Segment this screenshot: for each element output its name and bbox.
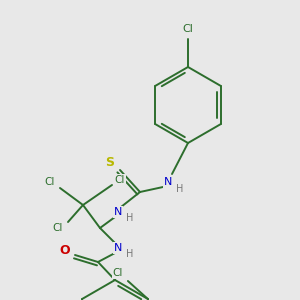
Text: Cl: Cl — [183, 24, 194, 34]
Text: H: H — [126, 249, 134, 259]
Text: H: H — [126, 213, 134, 223]
Text: S: S — [106, 155, 115, 169]
Text: N: N — [114, 207, 122, 217]
Text: Cl: Cl — [113, 268, 123, 278]
Text: H: H — [176, 184, 184, 194]
Text: N: N — [164, 177, 172, 187]
Text: N: N — [114, 243, 122, 253]
Text: Cl: Cl — [45, 177, 55, 187]
Text: Cl: Cl — [115, 175, 125, 185]
Text: O: O — [60, 244, 70, 256]
Text: Cl: Cl — [53, 223, 63, 233]
